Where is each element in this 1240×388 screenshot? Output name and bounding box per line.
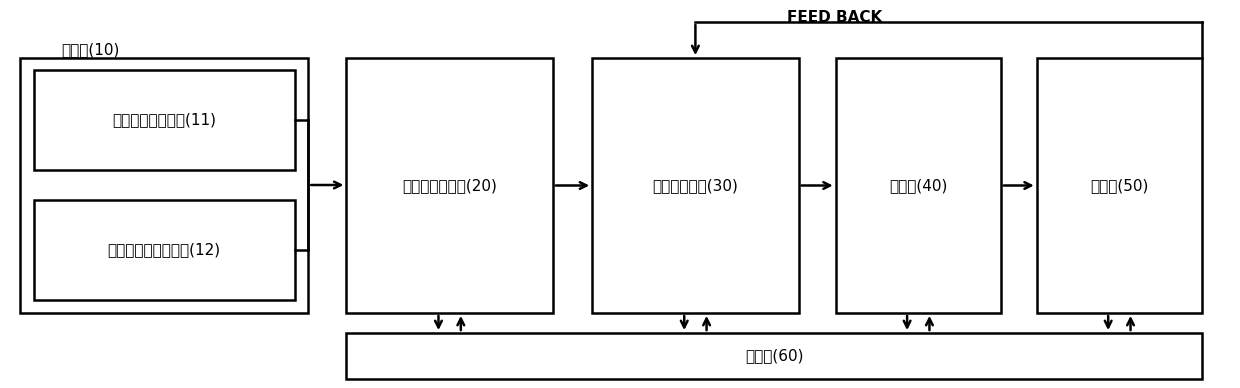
Bar xyxy=(346,333,1202,379)
Bar xyxy=(33,200,295,300)
Text: 判断部(40): 判断部(40) xyxy=(889,178,947,193)
Text: 感应部(10): 感应部(10) xyxy=(62,42,120,57)
Text: 驾驶者状态感应部(11): 驾驶者状态感应部(11) xyxy=(112,113,216,128)
Bar xyxy=(1037,58,1202,313)
Text: 驾驶模式学习部(20): 驾驶模式学习部(20) xyxy=(402,178,497,193)
Text: 车辆周围状况感应部(12): 车辆周围状况感应部(12) xyxy=(108,242,221,258)
Text: 警告部(50): 警告部(50) xyxy=(1090,178,1148,193)
Text: FEED BACK: FEED BACK xyxy=(787,10,882,25)
Bar xyxy=(20,58,309,313)
Text: 储存部(60): 储存部(60) xyxy=(745,348,804,364)
Bar xyxy=(836,58,1001,313)
Bar xyxy=(33,70,295,170)
Bar xyxy=(591,58,799,313)
Text: 加重値决定部(30): 加重値决定部(30) xyxy=(652,178,738,193)
Bar xyxy=(346,58,553,313)
